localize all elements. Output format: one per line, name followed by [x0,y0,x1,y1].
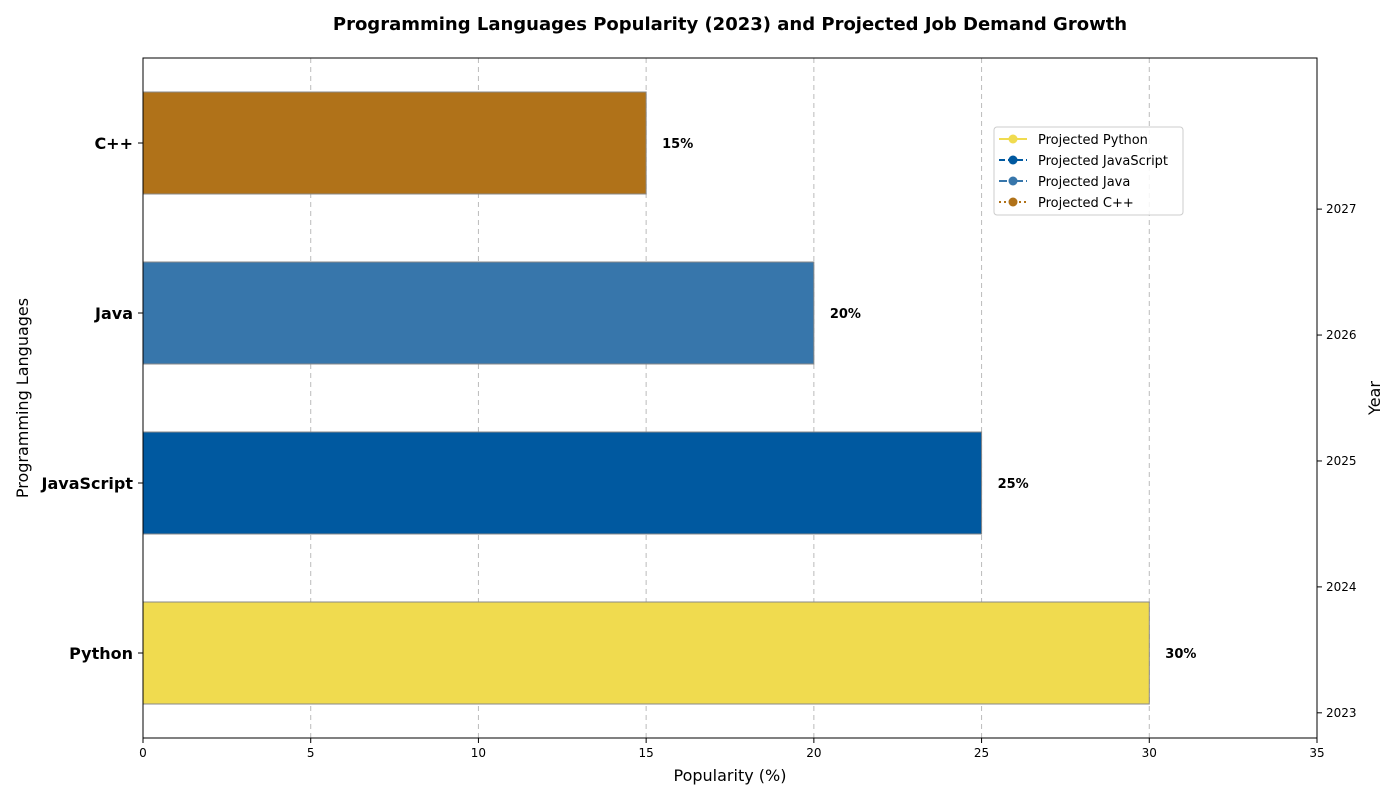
y-tick-label-javascript: JavaScript [41,474,134,493]
legend-label-projected-java: Projected Java [1038,175,1130,190]
y2-tick-label-2025: 2025 [1326,454,1357,468]
bar-value-label-python: 30% [1165,647,1196,662]
x-axis-ticks: 0 5 10 15 20 25 30 35 [139,738,1324,760]
y-tick-label-java: Java [94,304,133,323]
x-tick-label-35: 35 [1309,746,1324,760]
chart-title: Programming Languages Popularity (2023) … [333,14,1127,35]
bar-python [143,602,1149,704]
secondary-y-axis-ticks: 2023 2024 2025 2026 2027 [1317,202,1357,720]
bar-value-label-cpp: 15% [662,137,693,152]
y2-tick-label-2027: 2027 [1326,202,1357,216]
x-tick-label-25: 25 [974,746,989,760]
bar-value-label-java: 20% [830,307,861,322]
bar-value-label-javascript: 25% [998,477,1029,492]
y-axis-label: Programming Languages [13,298,32,498]
y2-tick-label-2024: 2024 [1326,580,1357,594]
legend-label-projected-python: Projected Python [1038,133,1148,148]
bar-java [143,262,814,364]
y-axis-ticks: Python JavaScript Java C++ [41,134,143,663]
bar-cpp [143,92,646,194]
x-axis-label: Popularity (%) [674,766,787,785]
y2-tick-label-2026: 2026 [1326,328,1357,342]
x-tick-label-30: 30 [1142,746,1157,760]
bar-javascript [143,432,982,534]
legend-marker-projected-python [1009,135,1018,144]
legend: Projected Python Projected JavaScript Proj… [994,127,1183,215]
x-tick-label-0: 0 [139,746,147,760]
legend-marker-projected-cpp [1009,198,1018,207]
secondary-y-axis-label: Year [1365,381,1384,416]
legend-marker-projected-javascript [1009,156,1018,165]
legend-label-projected-cpp: Projected C++ [1038,196,1134,211]
legend-label-projected-javascript: Projected JavaScript [1038,154,1168,169]
x-tick-label-20: 20 [806,746,821,760]
y2-tick-label-2023: 2023 [1326,706,1357,720]
y-tick-label-cpp: C++ [94,134,133,153]
y-tick-label-python: Python [69,644,133,663]
legend-marker-projected-java [1009,177,1018,186]
x-tick-label-5: 5 [307,746,315,760]
x-tick-label-15: 15 [639,746,654,760]
x-tick-label-10: 10 [471,746,486,760]
